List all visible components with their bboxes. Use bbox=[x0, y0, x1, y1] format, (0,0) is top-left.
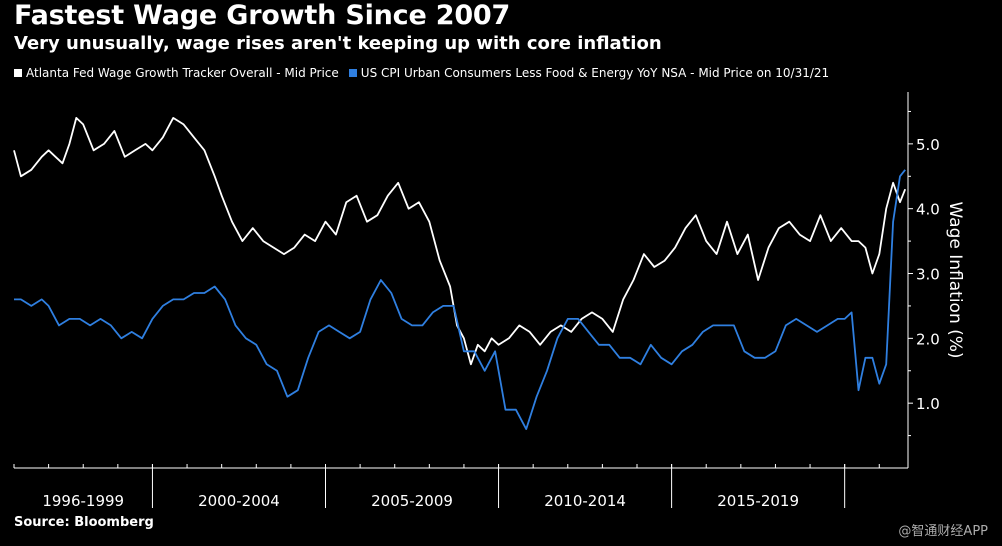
chart-axis-labels: Wage Inflation (%) 1996-1999 2000-2004 200… bbox=[42, 136, 965, 510]
x-period-label: 2010-2014 bbox=[544, 492, 626, 510]
y-tick-label: 3.0 bbox=[916, 266, 940, 284]
core-cpi-line bbox=[14, 169, 906, 431]
x-period-label: 2000-2004 bbox=[198, 492, 280, 510]
source-note: Source: Bloomberg bbox=[14, 515, 154, 530]
legend-item-wage: Atlanta Fed Wage Growth Tracker Overall … bbox=[14, 66, 339, 80]
legend-swatch-wage bbox=[14, 69, 22, 77]
legend-item-cpi: US CPI Urban Consumers Less Food & Energ… bbox=[348, 66, 830, 80]
y-tick-label: 4.0 bbox=[916, 201, 940, 219]
y-axis-label: Wage Inflation (%) bbox=[945, 201, 965, 358]
watermark: @智通财经APP bbox=[898, 524, 988, 539]
y-tick-label: 2.0 bbox=[916, 330, 940, 348]
chart-axes bbox=[13, 92, 913, 508]
chart-lines bbox=[13, 117, 907, 431]
x-period-label: 1996-1999 bbox=[42, 492, 124, 510]
x-period-label: 2015-2019 bbox=[717, 492, 799, 510]
chart-subtitle: Very unusually, wage rises aren't keepin… bbox=[14, 33, 662, 54]
wage-growth-line bbox=[13, 117, 907, 366]
y-tick-label: 1.0 bbox=[916, 395, 940, 413]
chart-title: Fastest Wage Growth Since 2007 bbox=[14, 0, 511, 31]
x-period-label: 2005-2009 bbox=[371, 492, 453, 510]
legend: Atlanta Fed Wage Growth Tracker Overall … bbox=[14, 66, 839, 80]
legend-label-cpi: US CPI Urban Consumers Less Food & Energ… bbox=[360, 66, 830, 80]
legend-swatch-cpi bbox=[348, 69, 357, 77]
legend-label-wage: Atlanta Fed Wage Growth Tracker Overall … bbox=[26, 66, 339, 80]
y-tick-label: 5.0 bbox=[916, 136, 940, 154]
